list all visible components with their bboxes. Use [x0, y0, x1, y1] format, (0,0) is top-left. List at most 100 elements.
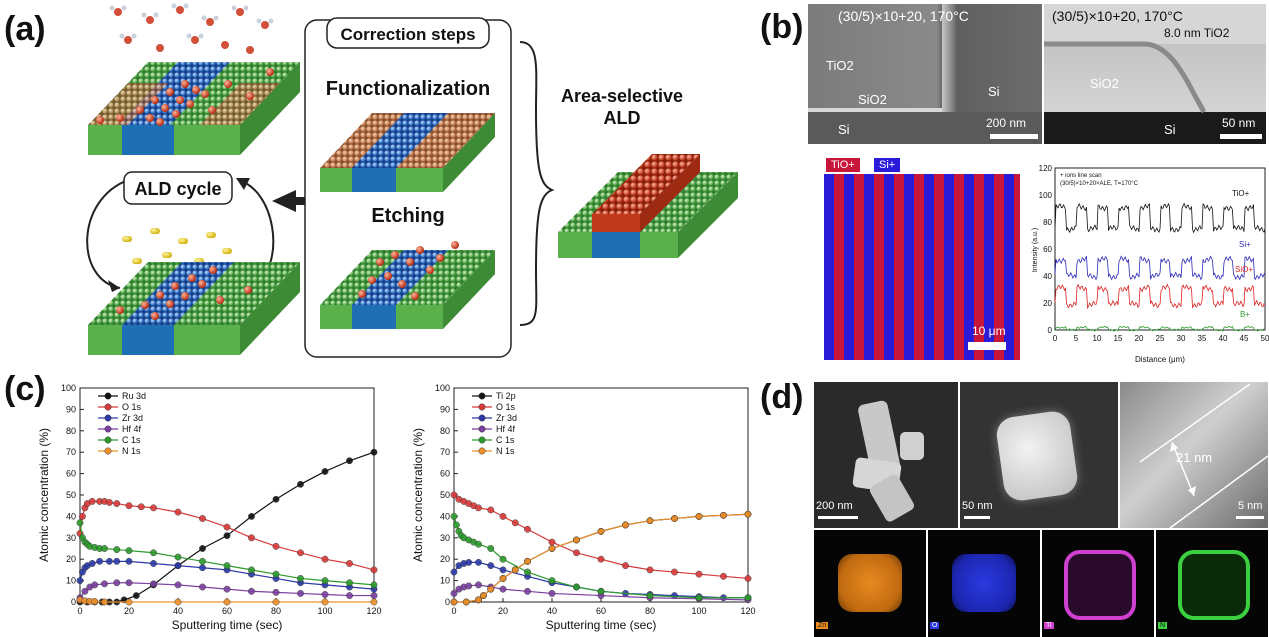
linescan-x-tick: 0 [1053, 334, 1058, 343]
substrate-bottom-left [88, 262, 300, 355]
data-point [113, 579, 121, 587]
data-point [573, 536, 580, 544]
data-point [646, 566, 654, 574]
linescan-y-tick: 120 [1039, 164, 1053, 173]
sem-left-sio2: SiO2 [858, 92, 887, 107]
data-point [174, 508, 182, 516]
linescan-trace [1054, 283, 1266, 310]
data-point [125, 598, 133, 606]
legend-marker [478, 436, 486, 444]
data-point [96, 557, 104, 565]
data-point [499, 566, 507, 574]
sem-image-left: (30/5)×10+20, 170°C TiO2 SiO2 Si Si 200 … [808, 4, 1042, 144]
y-axis-label: Atomic concentration (%) [37, 428, 51, 562]
data-point [370, 448, 378, 456]
data-point [199, 564, 206, 572]
data-point [465, 582, 473, 590]
legend-marker [478, 414, 486, 422]
eds-map-o: O [928, 530, 1040, 637]
data-point [272, 542, 280, 550]
y-tick-label: 40 [440, 511, 450, 521]
data-point [105, 499, 113, 506]
tem-1-scale-bar [818, 516, 858, 519]
linescan-x-tick: 40 [1219, 334, 1228, 343]
data-point [101, 580, 108, 588]
sem-left-scale-bar [990, 134, 1038, 139]
data-point [272, 588, 280, 596]
panel-label-c: (c) [4, 370, 46, 408]
data-point [125, 579, 133, 587]
data-point [297, 589, 304, 597]
y-tick-label: 60 [66, 469, 76, 479]
data-point [370, 566, 378, 574]
linescan-y-tick: 0 [1048, 326, 1053, 335]
linescan-trace [1054, 202, 1266, 234]
tem-1-scale-label: 200 nm [816, 500, 853, 512]
data-point [499, 575, 507, 582]
data-point [113, 557, 121, 565]
data-point [321, 468, 329, 475]
plot-area [453, 387, 749, 603]
legend-tio: TiO+ [826, 158, 860, 172]
linescan-y-tick: 80 [1043, 218, 1052, 227]
data-point [137, 503, 145, 511]
data-point [548, 589, 556, 597]
y-tick-label: 50 [66, 490, 76, 500]
data-point [223, 585, 231, 593]
data-point [499, 555, 507, 563]
data-point [622, 521, 629, 529]
sem-right-scale-label: 50 nm [1222, 116, 1256, 130]
substrate-etched [320, 241, 495, 329]
x-tick-label: 60 [596, 606, 606, 616]
ald-cycle-label: ALD cycle [134, 179, 221, 199]
x-axis-label: Sputtering time (sec) [546, 618, 657, 632]
data-point [573, 549, 580, 557]
legend-label: N 1s [122, 446, 141, 456]
data-point [548, 538, 556, 546]
data-point [105, 557, 113, 565]
linescan-x-tick: 30 [1177, 334, 1186, 343]
sims-map: 10 μm [824, 174, 1020, 360]
data-point [744, 594, 752, 602]
data-point [475, 581, 482, 589]
linescan-legend-line1: + ions line scan [1060, 173, 1102, 179]
data-point [511, 566, 519, 574]
substrate-area-selective [558, 154, 738, 258]
data-point [346, 560, 353, 567]
data-point [248, 534, 255, 542]
eds-label-ti: Ti [1044, 622, 1054, 629]
linescan-x-tick: 45 [1240, 334, 1249, 343]
data-point [573, 583, 580, 591]
x-tick-label: 20 [498, 606, 508, 616]
x-tick-label: 120 [740, 606, 755, 616]
cycle-arrow-left [86, 179, 129, 289]
data-point [487, 506, 495, 514]
legend-label: C 1s [122, 435, 141, 445]
data-point [174, 562, 182, 570]
area-selective-label-1: Area-selective [561, 86, 683, 106]
data-point [76, 577, 84, 585]
linescan-series-sio: SiO+ [1235, 265, 1253, 274]
linescan-series-b: B+ [1240, 310, 1250, 319]
legend-label: Ti 2p [496, 391, 516, 401]
y-tick-label: 30 [66, 533, 76, 543]
data-point [91, 598, 99, 606]
tem-3-scale-label: 5 nm [1238, 500, 1263, 512]
data-point [744, 510, 752, 518]
flow-arrow [272, 190, 308, 212]
data-point [76, 519, 84, 527]
y-tick-label: 20 [440, 554, 450, 564]
y-tick-label: 90 [66, 404, 76, 414]
x-tick-label: 0 [451, 606, 456, 616]
panel-a-schematic: ALD cycle Correction steps Functionaliza… [86, 3, 738, 358]
data-point [150, 560, 157, 567]
data-point [597, 587, 605, 595]
panel-label-b: (b) [760, 8, 804, 46]
y-tick-label: 100 [435, 383, 450, 393]
data-point [321, 555, 329, 563]
tem-image-2: 50 nm [960, 382, 1118, 528]
data-point [450, 491, 458, 499]
data-point [524, 568, 531, 576]
data-point [223, 562, 231, 570]
data-point [499, 512, 507, 520]
